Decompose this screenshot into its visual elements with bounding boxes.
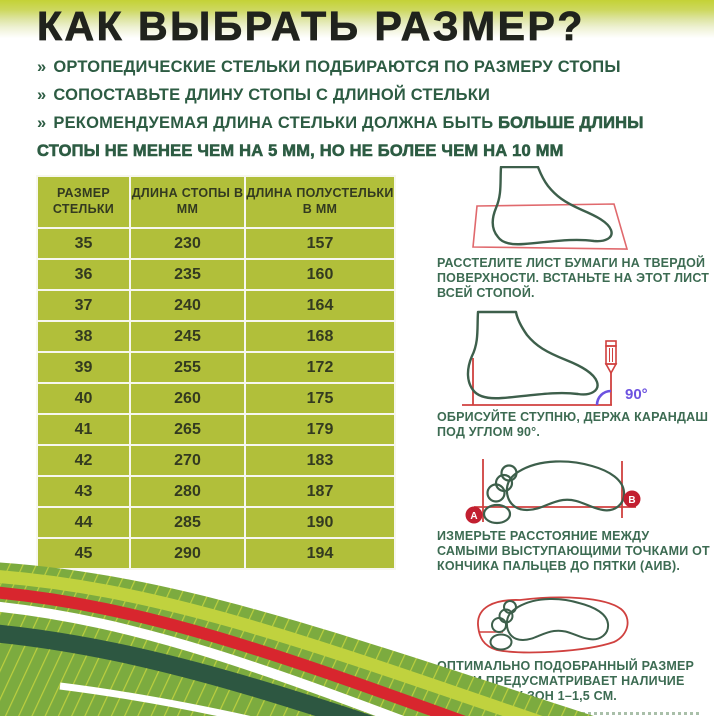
- size-table: РАЗМЕР СТЕЛЬКИ ДЛИНА СТОПЫ В ММ ДЛИНА ПО…: [36, 175, 396, 570]
- table-cell: 37: [36, 289, 131, 322]
- bullet-text: РЕКОМЕНДУЕМАЯ ДЛИНА СТЕЛЬКИ ДОЛЖНА БЫТЬ: [53, 114, 499, 132]
- table-cell: 194: [244, 537, 396, 570]
- table-cell: 270: [129, 444, 246, 477]
- table-row: 44 285 190: [36, 506, 396, 539]
- table-cell: 235: [129, 258, 246, 291]
- bullet-marker: »: [37, 114, 47, 132]
- table-cell: 172: [244, 351, 396, 384]
- step-caption: РАССТЕЛИТЕ ЛИСТ БУМАГИ НА ТВЕРДОЙ ПОВЕРХ…: [437, 256, 710, 300]
- table-cell: 160: [244, 258, 396, 291]
- table-cell: 44: [36, 506, 131, 539]
- table-cell: 175: [244, 382, 396, 415]
- angle-90-label: 90°: [625, 386, 648, 403]
- table-cell: 265: [129, 413, 246, 446]
- table-cell: 285: [129, 506, 246, 539]
- bullet-text: СОПОСТАВЬТЕ ДЛИНУ СТОПЫ С ДЛИНОЙ СТЕЛЬКИ: [53, 86, 491, 104]
- table-row: 45 290 194: [36, 537, 396, 570]
- table-cell: 41: [36, 413, 131, 446]
- header-cell-half-insole-length: ДЛИНА ПОЛУСТЕЛЬКИ В ММ: [244, 175, 396, 229]
- table-row: 36 235 160: [36, 258, 396, 291]
- table-cell: 190: [244, 506, 396, 539]
- decorative-wave-graphic: [0, 562, 594, 716]
- table-cell: 40: [36, 382, 131, 415]
- bullet-item: » ОРТОПЕДИЧЕСКИЕ СТЕЛЬКИ ПОДБИРАЮТСЯ ПО Р…: [37, 53, 685, 81]
- foot-tracing-pencil-icon: 90°: [462, 310, 648, 406]
- svg-text:В: В: [628, 495, 635, 506]
- bullet-marker: »: [37, 58, 47, 76]
- table-cell: 168: [244, 320, 396, 353]
- step-caption: ИЗМЕРЬТЕ РАССТОЯНИЕ МЕЖДУ САМЫМИ ВЫСТУПА…: [437, 529, 710, 573]
- table-row: 43 280 187: [36, 475, 396, 508]
- header-gradient-background: [0, 0, 714, 170]
- table-cell: 45: [36, 537, 131, 570]
- bullet-item: » СОПОСТАВЬТЕ ДЛИНУ СТОПЫ С ДЛИНОЙ СТЕЛЬК…: [37, 81, 685, 109]
- bullet-list: » ОРТОПЕДИЧЕСКИЕ СТЕЛЬКИ ПОДБИРАЮТСЯ ПО Р…: [37, 53, 685, 165]
- table-cell: 187: [244, 475, 396, 508]
- step-caption: ОБРИСУЙТЕ СТУПНЮ, ДЕРЖА КАРАНДАШ ПОД УГЛ…: [437, 410, 709, 439]
- bullet-text: ОРТОПЕДИЧЕСКИЕ СТЕЛЬКИ ПОДБИРАЮТСЯ ПО РА…: [53, 58, 621, 76]
- table-cell: 36: [36, 258, 131, 291]
- table-cell: 179: [244, 413, 396, 446]
- table-row: 37 240 164: [36, 289, 396, 322]
- table-row: 35 230 157: [36, 227, 396, 260]
- table-row: 38 245 168: [36, 320, 396, 353]
- table-cell: 230: [129, 227, 246, 260]
- point-a-badge: А: [465, 506, 483, 524]
- table-cell: 42: [36, 444, 131, 477]
- table-row: 42 270 183: [36, 444, 396, 477]
- table-cell: 164: [244, 289, 396, 322]
- table-cell: 39: [36, 351, 131, 384]
- foot-on-paper-icon: [472, 166, 629, 250]
- table-row: 39 255 172: [36, 351, 396, 384]
- bullet-text-bold: БОЛЬШЕ ДЛИНЫ СТОПЫ НЕ МЕНЕЕ ЧЕМ НА 5 ММ,…: [37, 114, 644, 161]
- table-cell: 245: [129, 320, 246, 353]
- table-cell: 255: [129, 351, 246, 384]
- header-cell-insole-size: РАЗМЕР СТЕЛЬКИ: [36, 175, 131, 229]
- point-b-badge: В: [623, 490, 641, 508]
- table-cell: 157: [244, 227, 396, 260]
- footprint-insole-icon: [477, 596, 629, 654]
- page-title: КАК ВЫБРАТЬ РАЗМЕР?: [37, 3, 585, 50]
- bullet-marker: »: [37, 86, 47, 104]
- header-cell-foot-length: ДЛИНА СТОПЫ В ММ: [129, 175, 246, 229]
- table-cell: 183: [244, 444, 396, 477]
- table-header-row: РАЗМЕР СТЕЛЬКИ ДЛИНА СТОПЫ В ММ ДЛИНА ПО…: [36, 175, 396, 229]
- table-cell: 240: [129, 289, 246, 322]
- table-cell: 260: [129, 382, 246, 415]
- table-row: 41 265 179: [36, 413, 396, 446]
- svg-text:А: А: [470, 511, 477, 522]
- table-cell: 43: [36, 475, 131, 508]
- table-cell: 280: [129, 475, 246, 508]
- footprint-measure-icon: А В: [465, 459, 641, 525]
- table-row: 40 260 175: [36, 382, 396, 415]
- bullet-item: » РЕКОМЕНДУЕМАЯ ДЛИНА СТЕЛЬКИ ДОЛЖНА БЫТЬ…: [37, 109, 685, 165]
- table-cell: 35: [36, 227, 131, 260]
- table-cell: 290: [129, 537, 246, 570]
- table-cell: 38: [36, 320, 131, 353]
